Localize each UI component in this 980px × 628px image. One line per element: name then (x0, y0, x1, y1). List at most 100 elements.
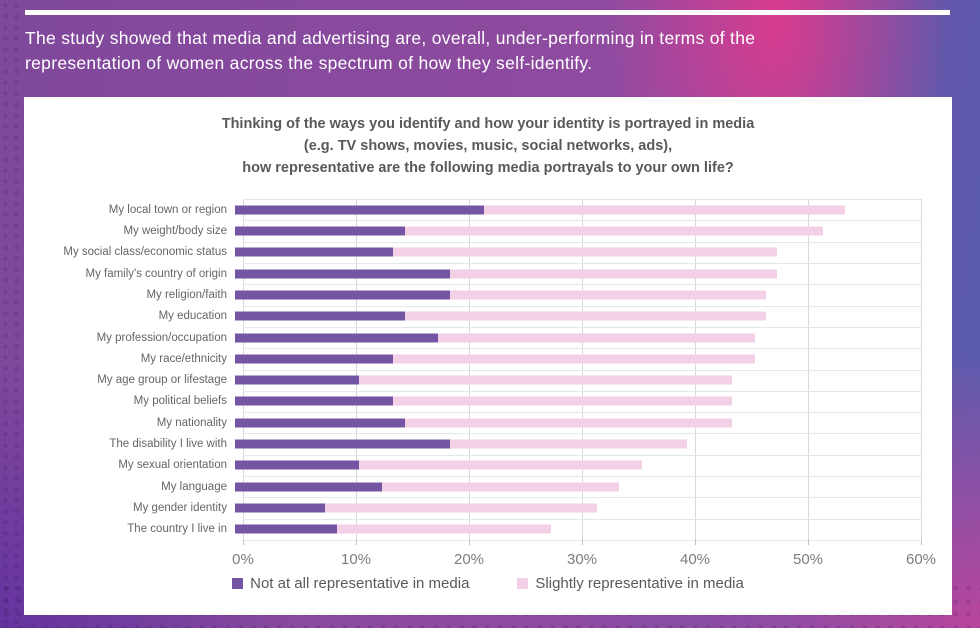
table-row: My nationality (24, 412, 921, 433)
header-line-1: The study showed that media and advertis… (25, 28, 756, 48)
category-label: My language (161, 480, 227, 493)
bar-slightly (393, 247, 778, 257)
bar-not-at-all (235, 503, 326, 513)
bar-slightly (393, 354, 755, 364)
bar-not-at-all (235, 460, 360, 470)
category-label: My age group or lifestage (97, 374, 227, 387)
category-label: My political beliefs (133, 395, 227, 408)
bar-not-at-all (235, 247, 394, 257)
axis-tick (356, 540, 357, 545)
gridline-60% (921, 199, 922, 540)
bar-slightly (359, 460, 642, 470)
axis-tick (695, 540, 696, 545)
bar-track (235, 519, 913, 540)
bar-not-at-all (235, 482, 382, 492)
axis-tick (921, 540, 922, 545)
bar-not-at-all (235, 375, 360, 385)
category-label: The country I live in (127, 523, 227, 536)
axis-tick-label: 20% (453, 551, 485, 568)
bar-slightly (404, 311, 767, 321)
bar-slightly (483, 205, 846, 215)
category-label: My gender identity (133, 502, 227, 515)
bar-not-at-all (235, 290, 450, 300)
table-row: My gender identity (24, 497, 921, 518)
bar-slightly (359, 375, 733, 385)
category-label: My weight/body size (123, 224, 227, 237)
bar-track (235, 391, 913, 412)
chart-card: Thinking of the ways you identify and ho… (24, 97, 952, 615)
chart-title-line-1: Thinking of the ways you identify and ho… (221, 116, 755, 132)
bar-not-at-all (235, 439, 450, 449)
table-row: My age group or lifestage (24, 370, 921, 391)
header-text: The study showed that media and advertis… (25, 26, 925, 76)
axis-tick (808, 540, 809, 545)
axis-tick-label: 50% (792, 551, 824, 568)
plot-rows: My local town or region My weight/body si… (24, 199, 921, 540)
category-label: My social class/economic status (63, 246, 227, 259)
bar-not-at-all (235, 396, 394, 406)
bar-track (235, 348, 913, 369)
chart-legend: Not at all representative in media Slight… (24, 575, 952, 592)
bar-not-at-all (235, 354, 394, 364)
bar-slightly (381, 482, 620, 492)
legend-item: Not at all representative in media (232, 575, 469, 592)
axis-tick-label: 40% (679, 551, 711, 568)
bar-not-at-all (235, 333, 439, 343)
bar-not-at-all (235, 418, 405, 428)
chart-title-line-3: how representative are the following med… (242, 159, 734, 176)
legend-swatch-icon (517, 578, 529, 589)
table-row: My education (24, 306, 921, 327)
category-label: My race/ethnicity (140, 352, 227, 365)
header-divider (25, 10, 950, 15)
bar-track (235, 263, 913, 284)
axis-tick (469, 540, 470, 545)
table-row: My weight/body size (24, 220, 921, 241)
table-row: My sexual orientation (24, 455, 921, 476)
bar-not-at-all (235, 269, 450, 279)
bar-slightly (449, 290, 767, 300)
bar-not-at-all (235, 311, 405, 321)
category-label: My nationality (156, 416, 227, 429)
table-row: My social class/economic status (24, 242, 921, 263)
legend-label: Not at all representative in media (250, 575, 470, 592)
bar-not-at-all (235, 524, 337, 534)
table-row: My political beliefs (24, 391, 921, 412)
x-axis: 0% 10% 20% 30% 40% 50% 60% (232, 540, 936, 580)
table-row: My race/ethnicity (24, 348, 921, 369)
bar-slightly (449, 269, 778, 279)
legend-swatch-icon (232, 578, 244, 589)
axis-tick (582, 540, 583, 545)
category-label: My profession/occupation (96, 331, 227, 344)
dot-pattern-left (0, 0, 26, 628)
category-label: The disability I live with (109, 438, 227, 451)
category-label: My sexual orientation (118, 459, 227, 472)
chart-title: Thinking of the ways you identify and ho… (24, 114, 952, 179)
category-label: My religion/faith (146, 288, 227, 301)
table-row: My family's country of origin (24, 263, 921, 284)
bar-track (235, 370, 913, 391)
bar-track (235, 497, 913, 518)
bar-track (235, 242, 913, 263)
table-row: My religion/faith (24, 284, 921, 305)
bar-slightly (404, 226, 823, 236)
bar-track (235, 327, 913, 348)
table-row: My profession/occupation (24, 327, 921, 348)
axis-tick-label: 60% (905, 551, 937, 568)
axis-tick-label: 0% (232, 551, 254, 568)
bar-track (235, 199, 913, 220)
bar-slightly (449, 439, 687, 449)
bar-track (235, 284, 913, 305)
bar-track (235, 455, 913, 476)
bar-track (235, 433, 913, 454)
legend-item: Slightly representative in media (517, 575, 744, 592)
category-label: My education (158, 310, 227, 323)
table-row: My language (24, 476, 921, 497)
bar-track (235, 306, 913, 327)
bar-slightly (404, 418, 733, 428)
table-row: The disability I live with (24, 433, 921, 454)
bar-chart: My local town or region My weight/body si… (24, 199, 952, 568)
header-line-2: representation of women across the spect… (25, 53, 593, 74)
category-label: My family's country of origin (85, 267, 227, 280)
bar-not-at-all (235, 226, 405, 236)
